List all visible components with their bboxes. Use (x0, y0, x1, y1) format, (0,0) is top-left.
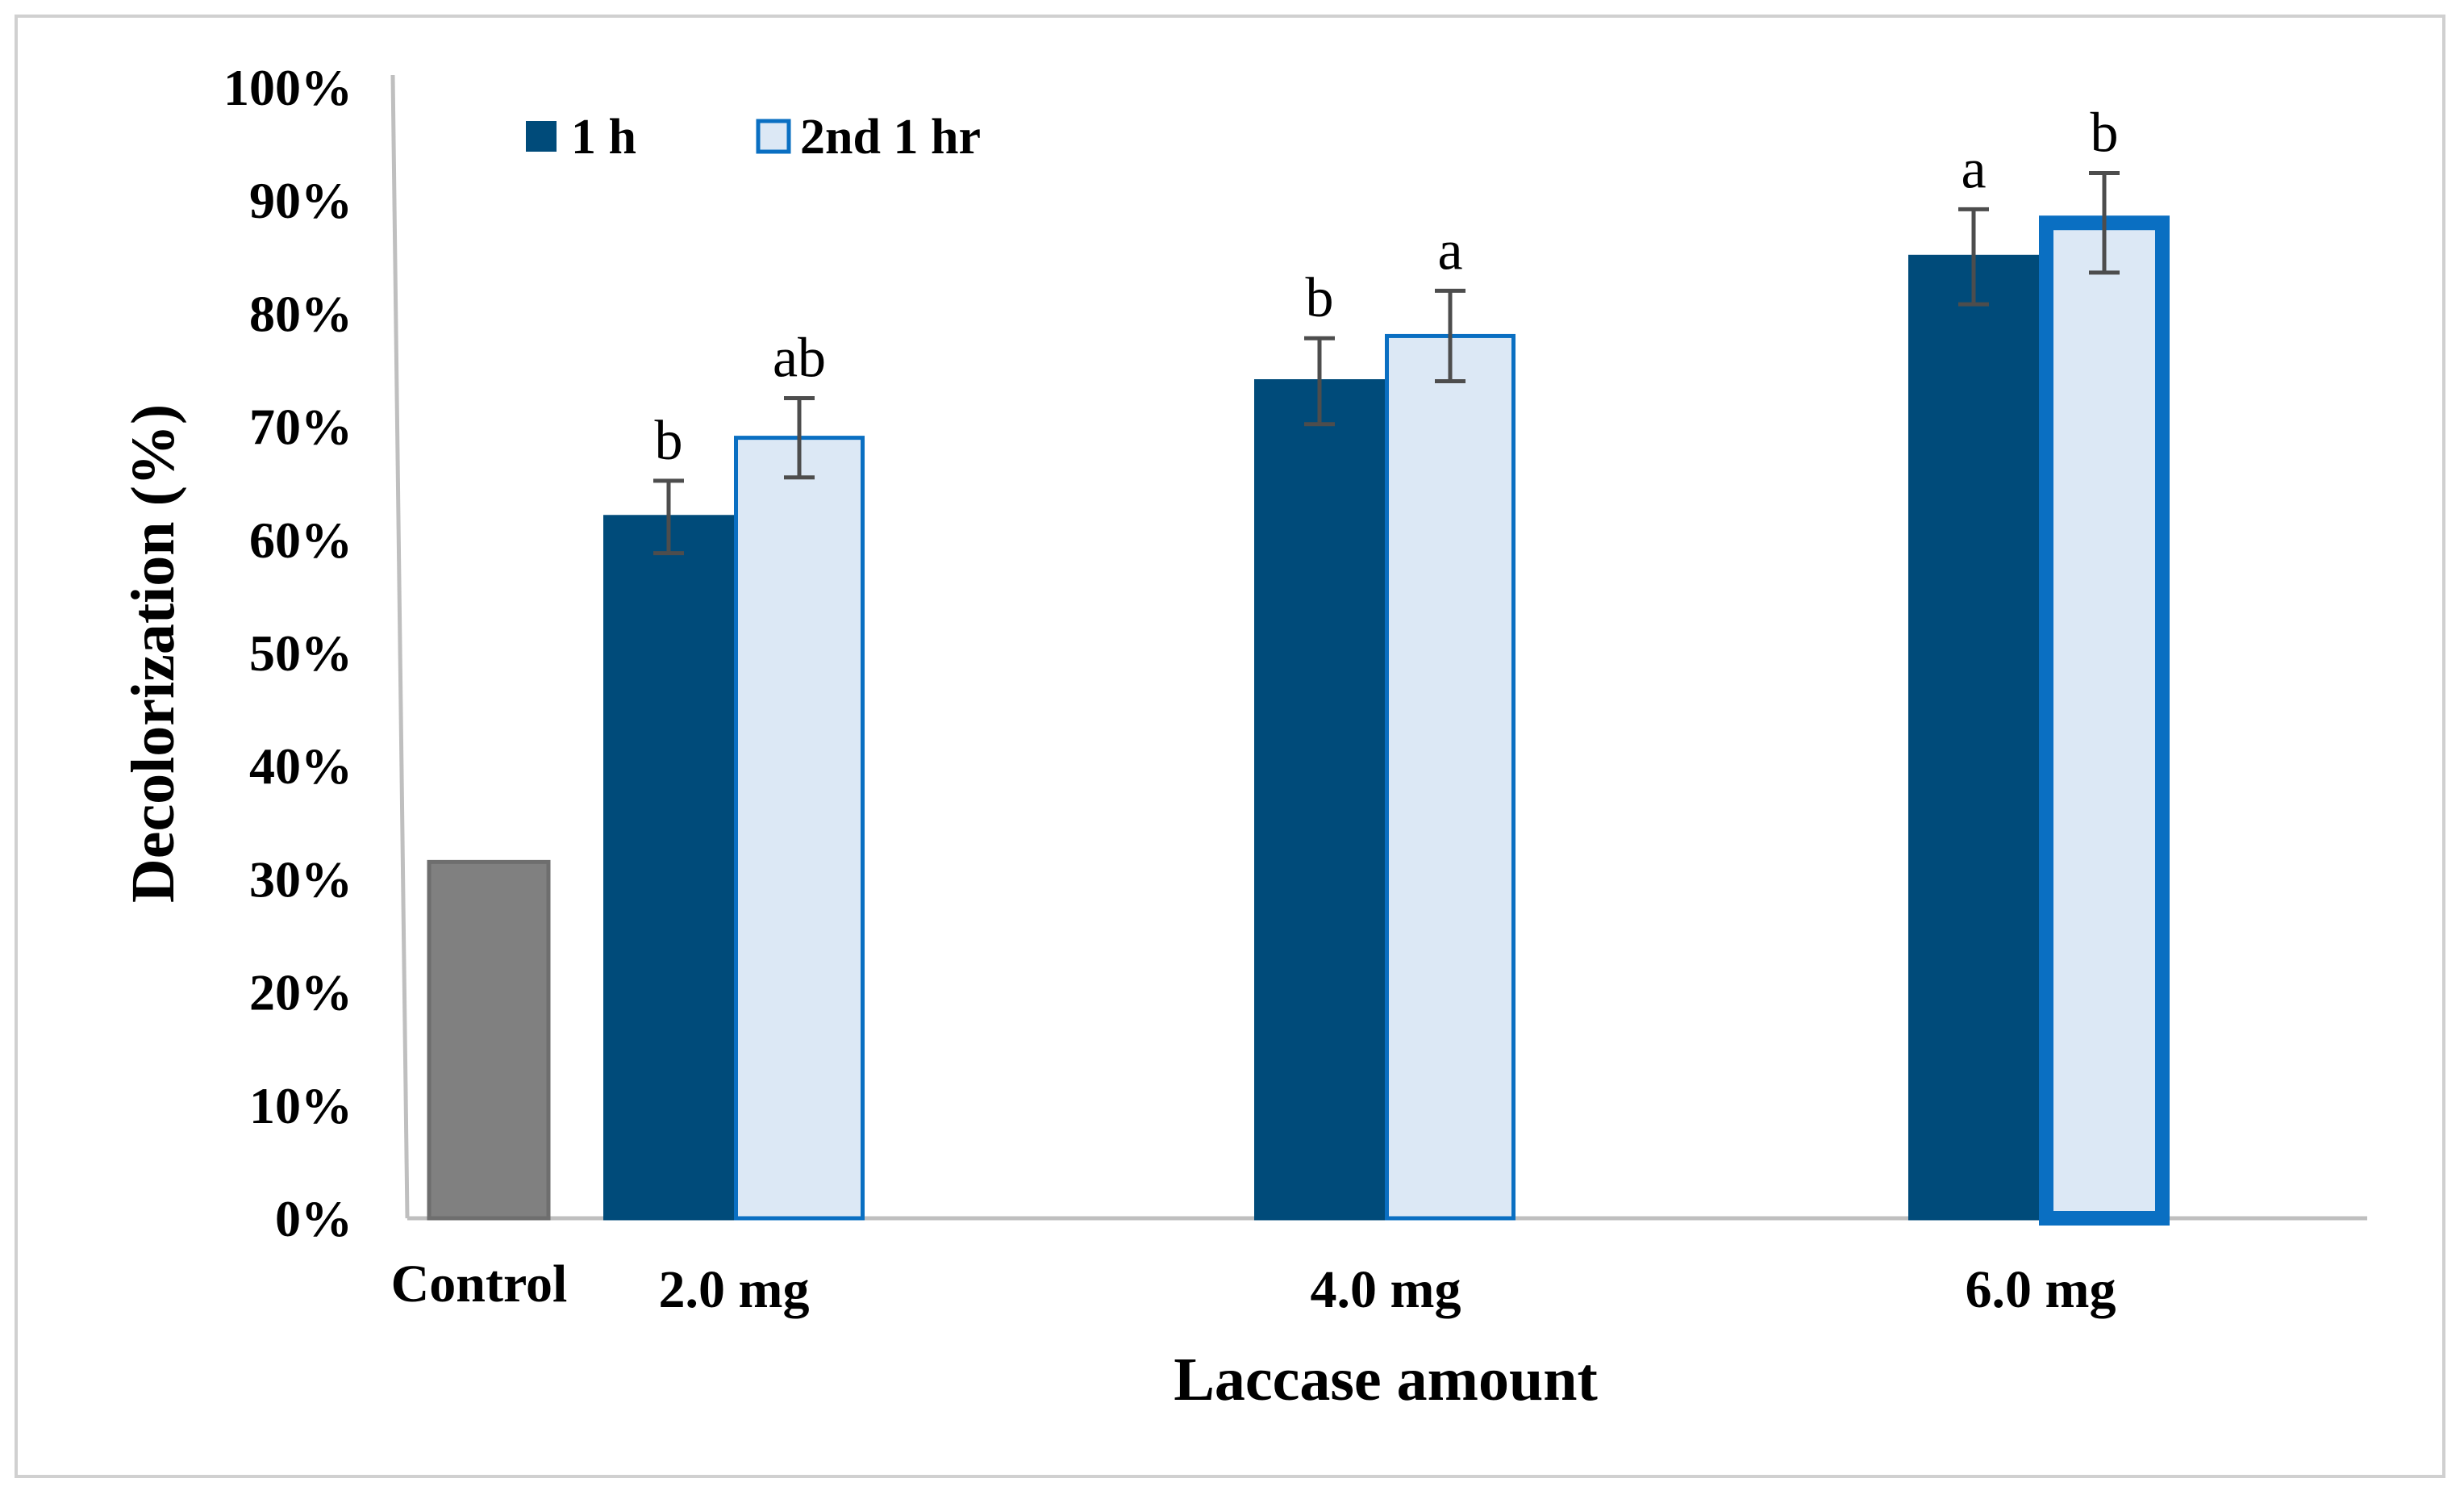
bar-2nd-1hr-4-0mg (1385, 333, 1516, 1221)
y-tick-label: 30% (249, 850, 352, 908)
x-category-label: 4.0 mg (1311, 1260, 1461, 1319)
significance-label: b (655, 410, 683, 472)
x-axis-categories: Control 2.0 mg 4.0 mg 6.0 mg (391, 1255, 2116, 1319)
legend-swatch-2nd-1hr (756, 119, 791, 154)
x-category-label: 6.0 mg (1966, 1260, 2116, 1319)
bar-2nd-1hr-6-0mg (2039, 215, 2170, 1226)
y-tick-label: 50% (249, 624, 352, 682)
x-category-label: 2.0 mg (659, 1260, 810, 1319)
y-tick-label: 10% (249, 1077, 352, 1134)
error-bars (653, 171, 2120, 556)
y-tick-label: 40% (249, 737, 352, 795)
bar-1h-6-0mg (1908, 254, 2039, 1221)
significance-label: b (2091, 102, 2119, 165)
significance-label: b (1306, 267, 1334, 329)
significance-label: a (1961, 138, 1986, 200)
y-axis-ticks: 0% 10% 20% 30% 40% 50% 60% 70% 80% 90% 100% (223, 59, 352, 1247)
legend: 1 h 2nd 1 hr (526, 110, 981, 165)
bar-1h-2-0mg (603, 515, 734, 1221)
y-tick-label: 100% (223, 59, 352, 116)
y-tick-label: 0% (275, 1190, 352, 1247)
y-axis-title: Decolorization (%) (119, 404, 187, 903)
bars (427, 215, 2170, 1226)
bar-1h-4-0mg (1254, 379, 1385, 1221)
y-tick-label: 20% (249, 964, 352, 1021)
y-tick-label: 70% (249, 399, 352, 456)
bar-control (427, 859, 551, 1221)
y-tick-label: 90% (249, 172, 352, 229)
legend-label-1h: 1 h (571, 110, 636, 165)
y-tick-label: 60% (249, 512, 352, 569)
significance-label: ab (773, 328, 826, 390)
x-category-control: Control (391, 1255, 568, 1313)
x-axis-title: Laccase amount (1174, 1346, 1598, 1414)
bar-2nd-1hr-2-0mg (734, 436, 865, 1221)
y-tick-label: 80% (249, 285, 352, 342)
y-axis (390, 74, 410, 1219)
legend-swatch-1h (526, 121, 557, 152)
significance-label: a (1437, 219, 1462, 282)
legend-label-2nd-1hr: 2nd 1 hr (800, 110, 981, 165)
